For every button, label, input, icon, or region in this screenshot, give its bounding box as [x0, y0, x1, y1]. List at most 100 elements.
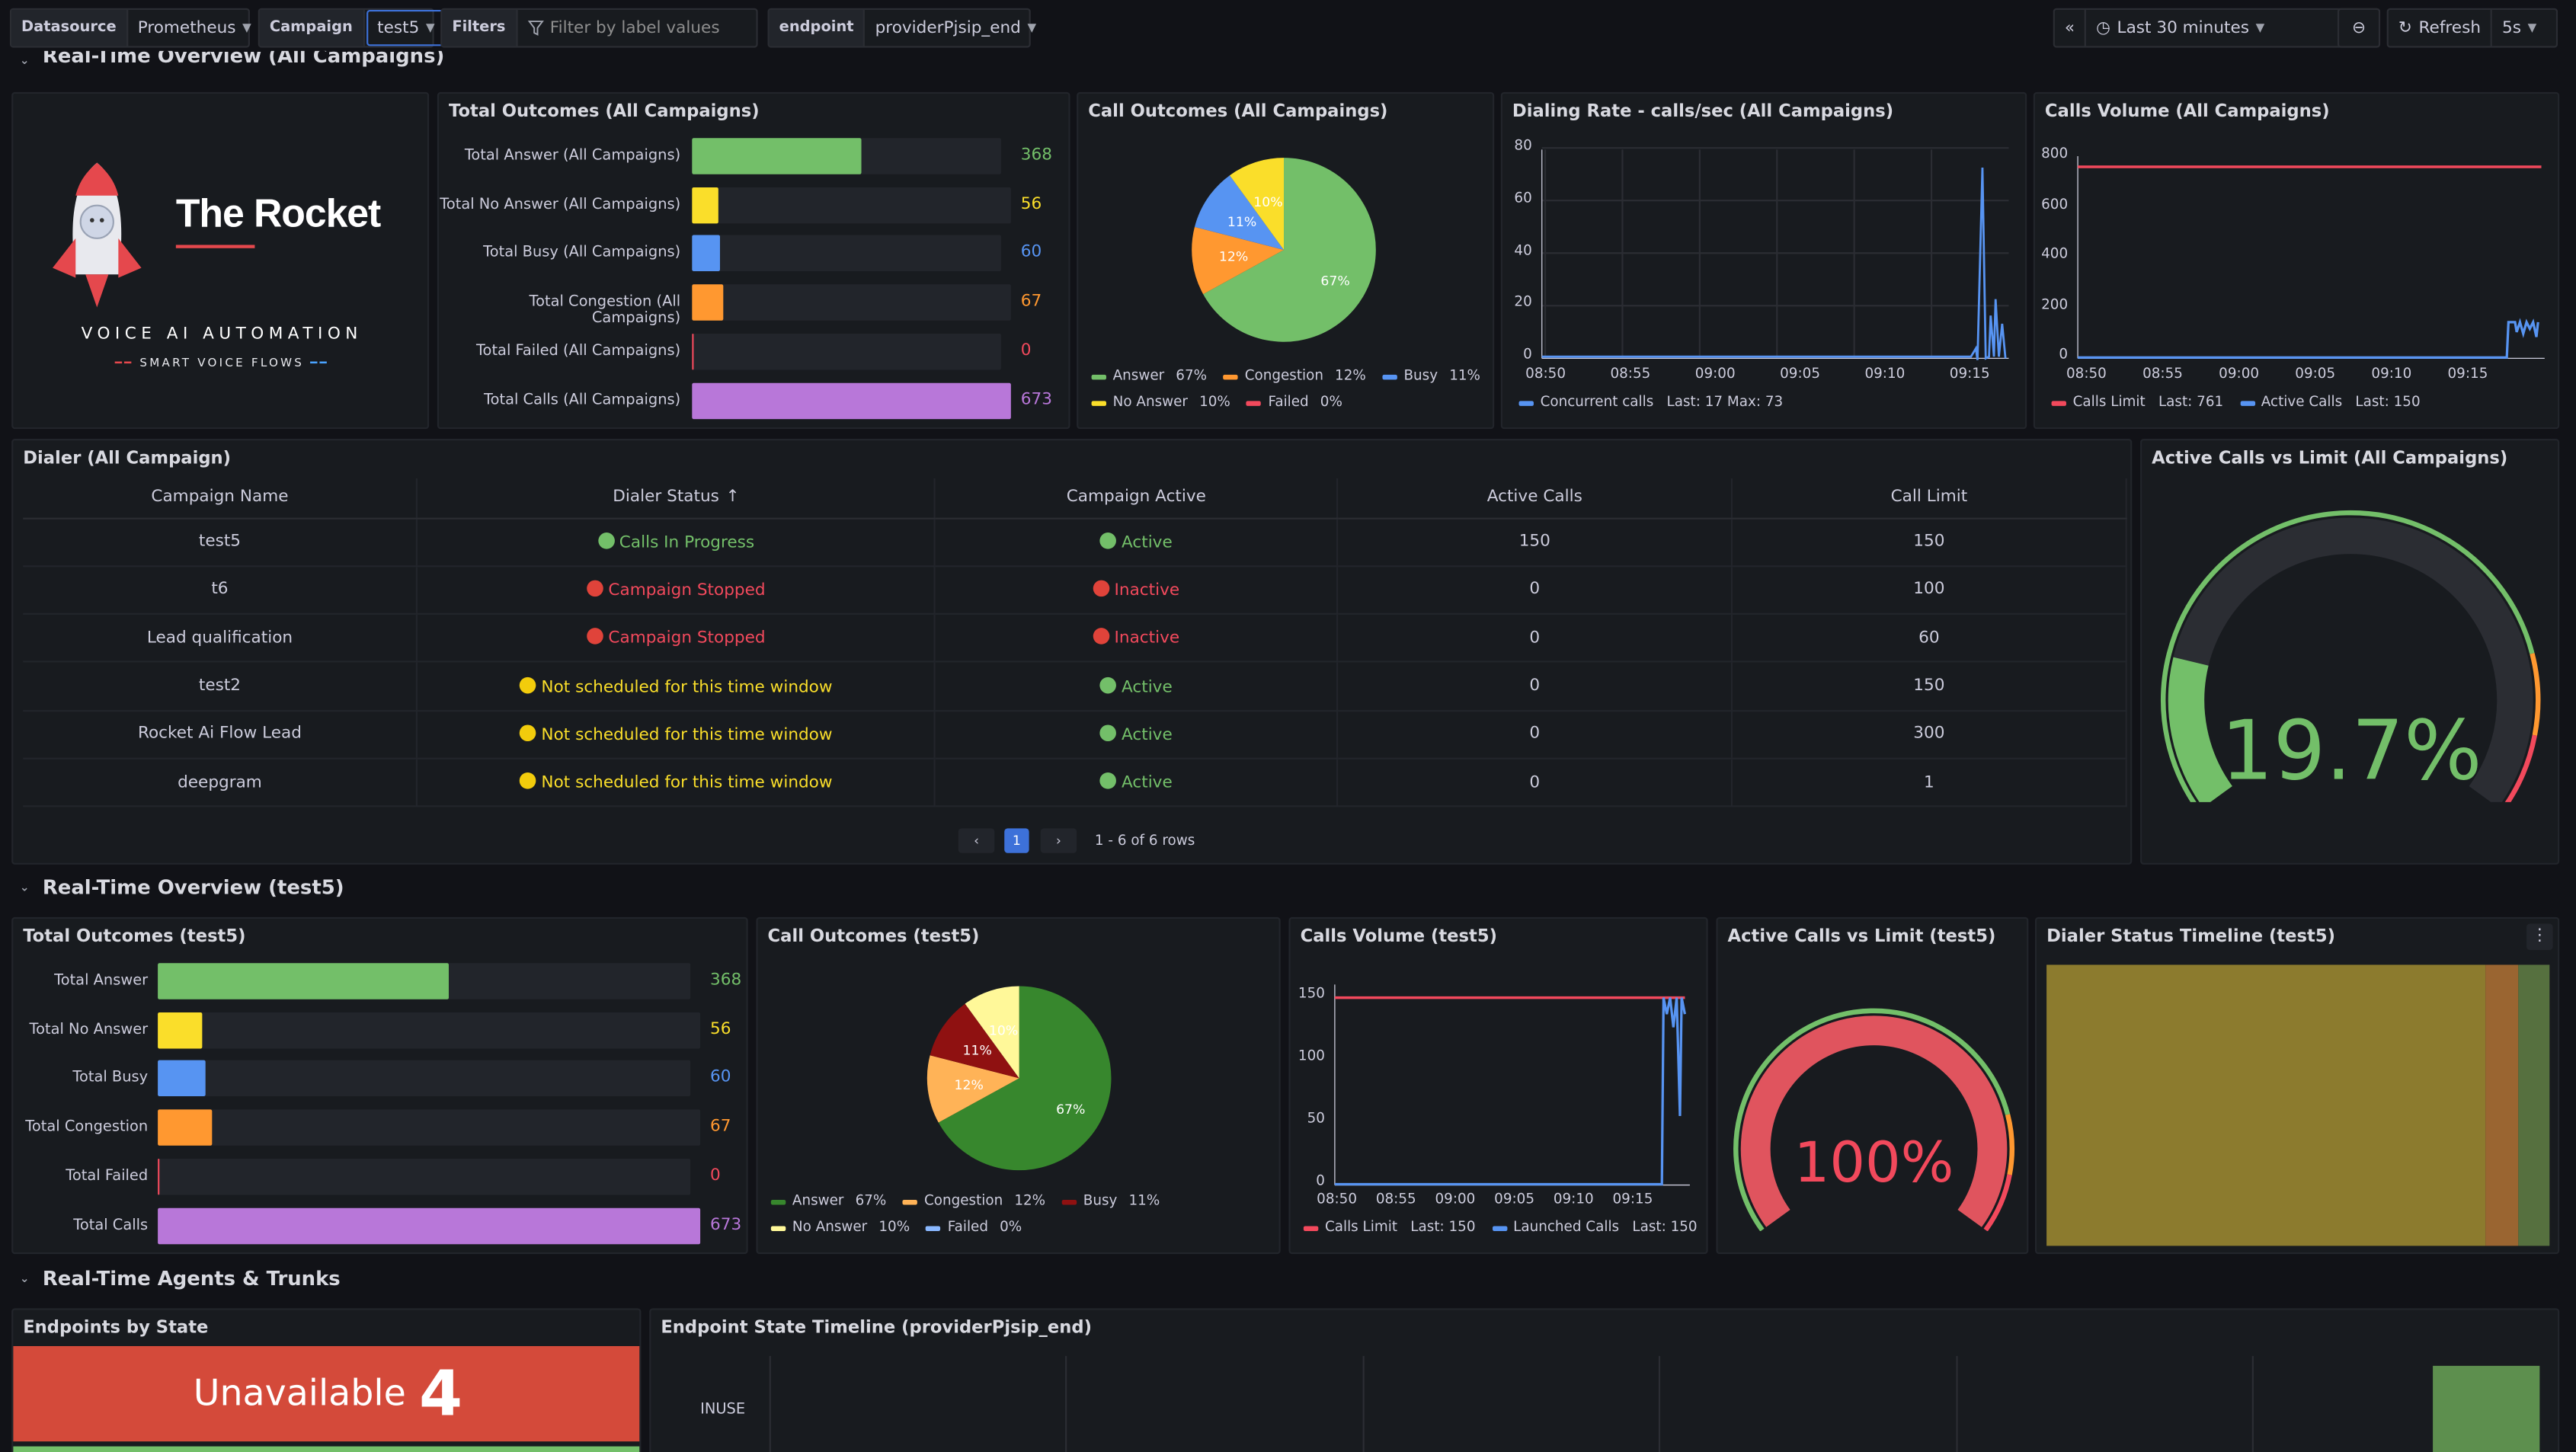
legend-name: Active Calls — [2261, 394, 2343, 411]
bar-label: Total No Answer — [29, 1022, 149, 1038]
status-dot-icon — [520, 724, 536, 741]
axis-tick: 08:55 — [1610, 366, 1651, 383]
pie-chart: 67% 12% 11% 10% — [926, 986, 1112, 1171]
bar-fill — [158, 1012, 203, 1048]
endpoint-state-stat: Unavailable 4 — [13, 1345, 640, 1442]
zoom-out-button[interactable]: ⊖ — [2337, 8, 2381, 48]
refresh-picker[interactable]: ↻ Refresh 5s ▼ — [2386, 8, 2558, 48]
status-dot-icon — [1099, 532, 1117, 548]
time-back-button[interactable]: « — [2055, 9, 2087, 46]
bar-label: Total Calls (All Campaigns) — [484, 392, 681, 409]
bar-track — [158, 1207, 701, 1244]
row-header-all[interactable]: ⌄ Real-Time Overview (All Campaigns) — [20, 51, 444, 71]
bar-track — [158, 963, 691, 999]
table-row[interactable]: test2 Not scheduled for this time window A… — [23, 662, 2127, 712]
page-1-button[interactable]: 1 — [1004, 828, 1029, 853]
campaign-active: Inactive — [935, 614, 1339, 664]
legend-item: Failed 0% — [1246, 395, 1342, 411]
bar-value: 56 — [710, 1020, 731, 1038]
bar-fill — [158, 1207, 701, 1244]
next-page-button[interactable]: › — [1040, 828, 1077, 853]
legend-value: 10% — [878, 1219, 910, 1236]
filters-input[interactable]: Filters Filter by label values — [440, 8, 758, 48]
pie-legend: Answer 67% Congestion 12% Busy 11% No Answer 10… — [770, 1193, 1264, 1236]
row-header-agents[interactable]: ⌄ Real-Time Agents & Trunks — [20, 1267, 341, 1290]
bar-fill — [158, 1060, 206, 1097]
axis-tick: 40 — [1514, 242, 1532, 259]
legend-value: 11% — [1128, 1193, 1160, 1210]
legend-value: 12% — [1335, 368, 1366, 385]
table-row[interactable]: deepgram Not scheduled for this time wind… — [23, 758, 2127, 808]
panel-title: Calls Volume (All Campaigns) — [2044, 101, 2330, 122]
prev-page-button[interactable]: ‹ — [958, 828, 995, 853]
legend-item: Answer 67% — [1091, 368, 1207, 385]
time-range-picker[interactable]: « ◷Last 30 minutes▼ » — [2053, 8, 2381, 48]
table-row[interactable]: Rocket Ai Flow Lead Not scheduled for thi… — [23, 710, 2127, 760]
legend-stats: Last: 761 — [2158, 394, 2224, 411]
axis-tick: 80 — [1514, 138, 1532, 155]
status-text: Campaign Stopped — [608, 581, 766, 600]
legend-swatch — [902, 1198, 918, 1204]
row-header-test5[interactable]: ⌄ Real-Time Overview (test5) — [20, 876, 344, 899]
campaign-name: t6 — [23, 565, 418, 616]
panel-menu-button[interactable]: ⋮ — [2526, 923, 2553, 951]
column-header[interactable]: Active Calls — [1337, 478, 1733, 519]
bar-fill — [158, 963, 450, 999]
axis-tick: 09:00 — [1435, 1191, 1476, 1208]
panel-title: Dialing Rate - calls/sec (All Campaigns) — [1512, 101, 1894, 122]
chevron-down-icon: ⌄ — [19, 881, 30, 894]
table-row[interactable]: t6 Campaign Stopped Inactive 0 100 — [23, 565, 2127, 616]
logo-panel: The Rocket VOICE AI AUTOMATION ━━ SMART … — [11, 91, 430, 430]
bar-track — [692, 333, 1001, 369]
bar-value: 67 — [1020, 293, 1042, 311]
endpoint-picker[interactable]: endpoint providerPjsip_end ▼ — [767, 8, 1036, 48]
column-header[interactable]: Campaign Active — [935, 478, 1339, 519]
campaign-picker[interactable]: Campaign test5 ▼ — [258, 8, 446, 48]
column-header[interactable]: Dialer Status ↑ — [417, 478, 936, 519]
bar-label: Total Busy — [72, 1070, 149, 1087]
active-calls: 0 — [1337, 662, 1733, 712]
axis-tick: 20 — [1514, 294, 1532, 312]
bar-label: Total Busy (All Campaigns) — [483, 245, 681, 262]
dialer-status-timeline-panel: Dialer Status Timeline (test5) ⋮ — [2034, 916, 2560, 1255]
panel-title: Dialer (All Campaign) — [23, 448, 232, 469]
chevron-down-icon: ⌄ — [19, 1271, 30, 1286]
pie-label: 12% — [955, 1078, 984, 1093]
campaign-active: Active — [935, 662, 1339, 712]
legend-swatch — [1246, 400, 1262, 405]
endpoint-state-stat-2 — [13, 1446, 640, 1452]
axis-tick: 100 — [1298, 1048, 1325, 1066]
bar-label: Total Answer — [54, 973, 149, 990]
pie-slice — [1203, 158, 1376, 342]
timeline-segment — [2518, 964, 2550, 1246]
active-calls: 150 — [1337, 517, 1733, 567]
legend-item: Failed 0% — [926, 1220, 1022, 1236]
table-row[interactable]: Lead qualification Campaign Stopped Inacti… — [23, 614, 2127, 664]
axis-tick: 0 — [1523, 347, 1532, 363]
bar-track — [692, 284, 1011, 321]
volume-legend: Calls Limit Last: 150 Launched Calls Last: … — [1303, 1220, 1698, 1236]
table-row[interactable]: test5 Calls In Progress Active 150 150 — [23, 517, 2127, 567]
status-dot-icon — [1099, 676, 1117, 693]
pie-slice — [965, 986, 1019, 1079]
axis-tick: 0 — [1316, 1173, 1325, 1191]
legend-value: 12% — [1014, 1193, 1046, 1210]
datasource-picker[interactable]: Datasource Prometheus ▼ — [9, 8, 251, 48]
legend-name: Calls Limit — [2072, 394, 2146, 411]
refresh-interval-select[interactable]: 5s ▼ — [2492, 10, 2546, 46]
column-header[interactable]: Call Limit — [1732, 478, 2127, 519]
pie-legend: Answer 67% Congestion 12% Busy 11% No Answer 10… — [1091, 368, 1486, 411]
legend-swatch — [770, 1225, 786, 1230]
active-text: Inactive — [1114, 629, 1180, 648]
axis-tick: 09:15 — [2447, 366, 2488, 383]
axis-tick: 09:10 — [1864, 366, 1906, 383]
timeline-segment — [2433, 1365, 2540, 1452]
axis-tick: 09:00 — [1694, 366, 1736, 383]
refresh-button[interactable]: ↻ Refresh — [2389, 9, 2493, 46]
chevron-down-icon: ⌄ — [19, 54, 30, 68]
status-dot-icon — [597, 532, 615, 548]
gauge-chart — [1733, 1008, 2014, 1231]
column-header[interactable]: Campaign Name — [23, 478, 418, 519]
active-vs-limit-all-panel: Active Calls vs Limit (All Campaigns) 19… — [2140, 439, 2560, 865]
legend-name: Failed — [1268, 394, 1309, 411]
